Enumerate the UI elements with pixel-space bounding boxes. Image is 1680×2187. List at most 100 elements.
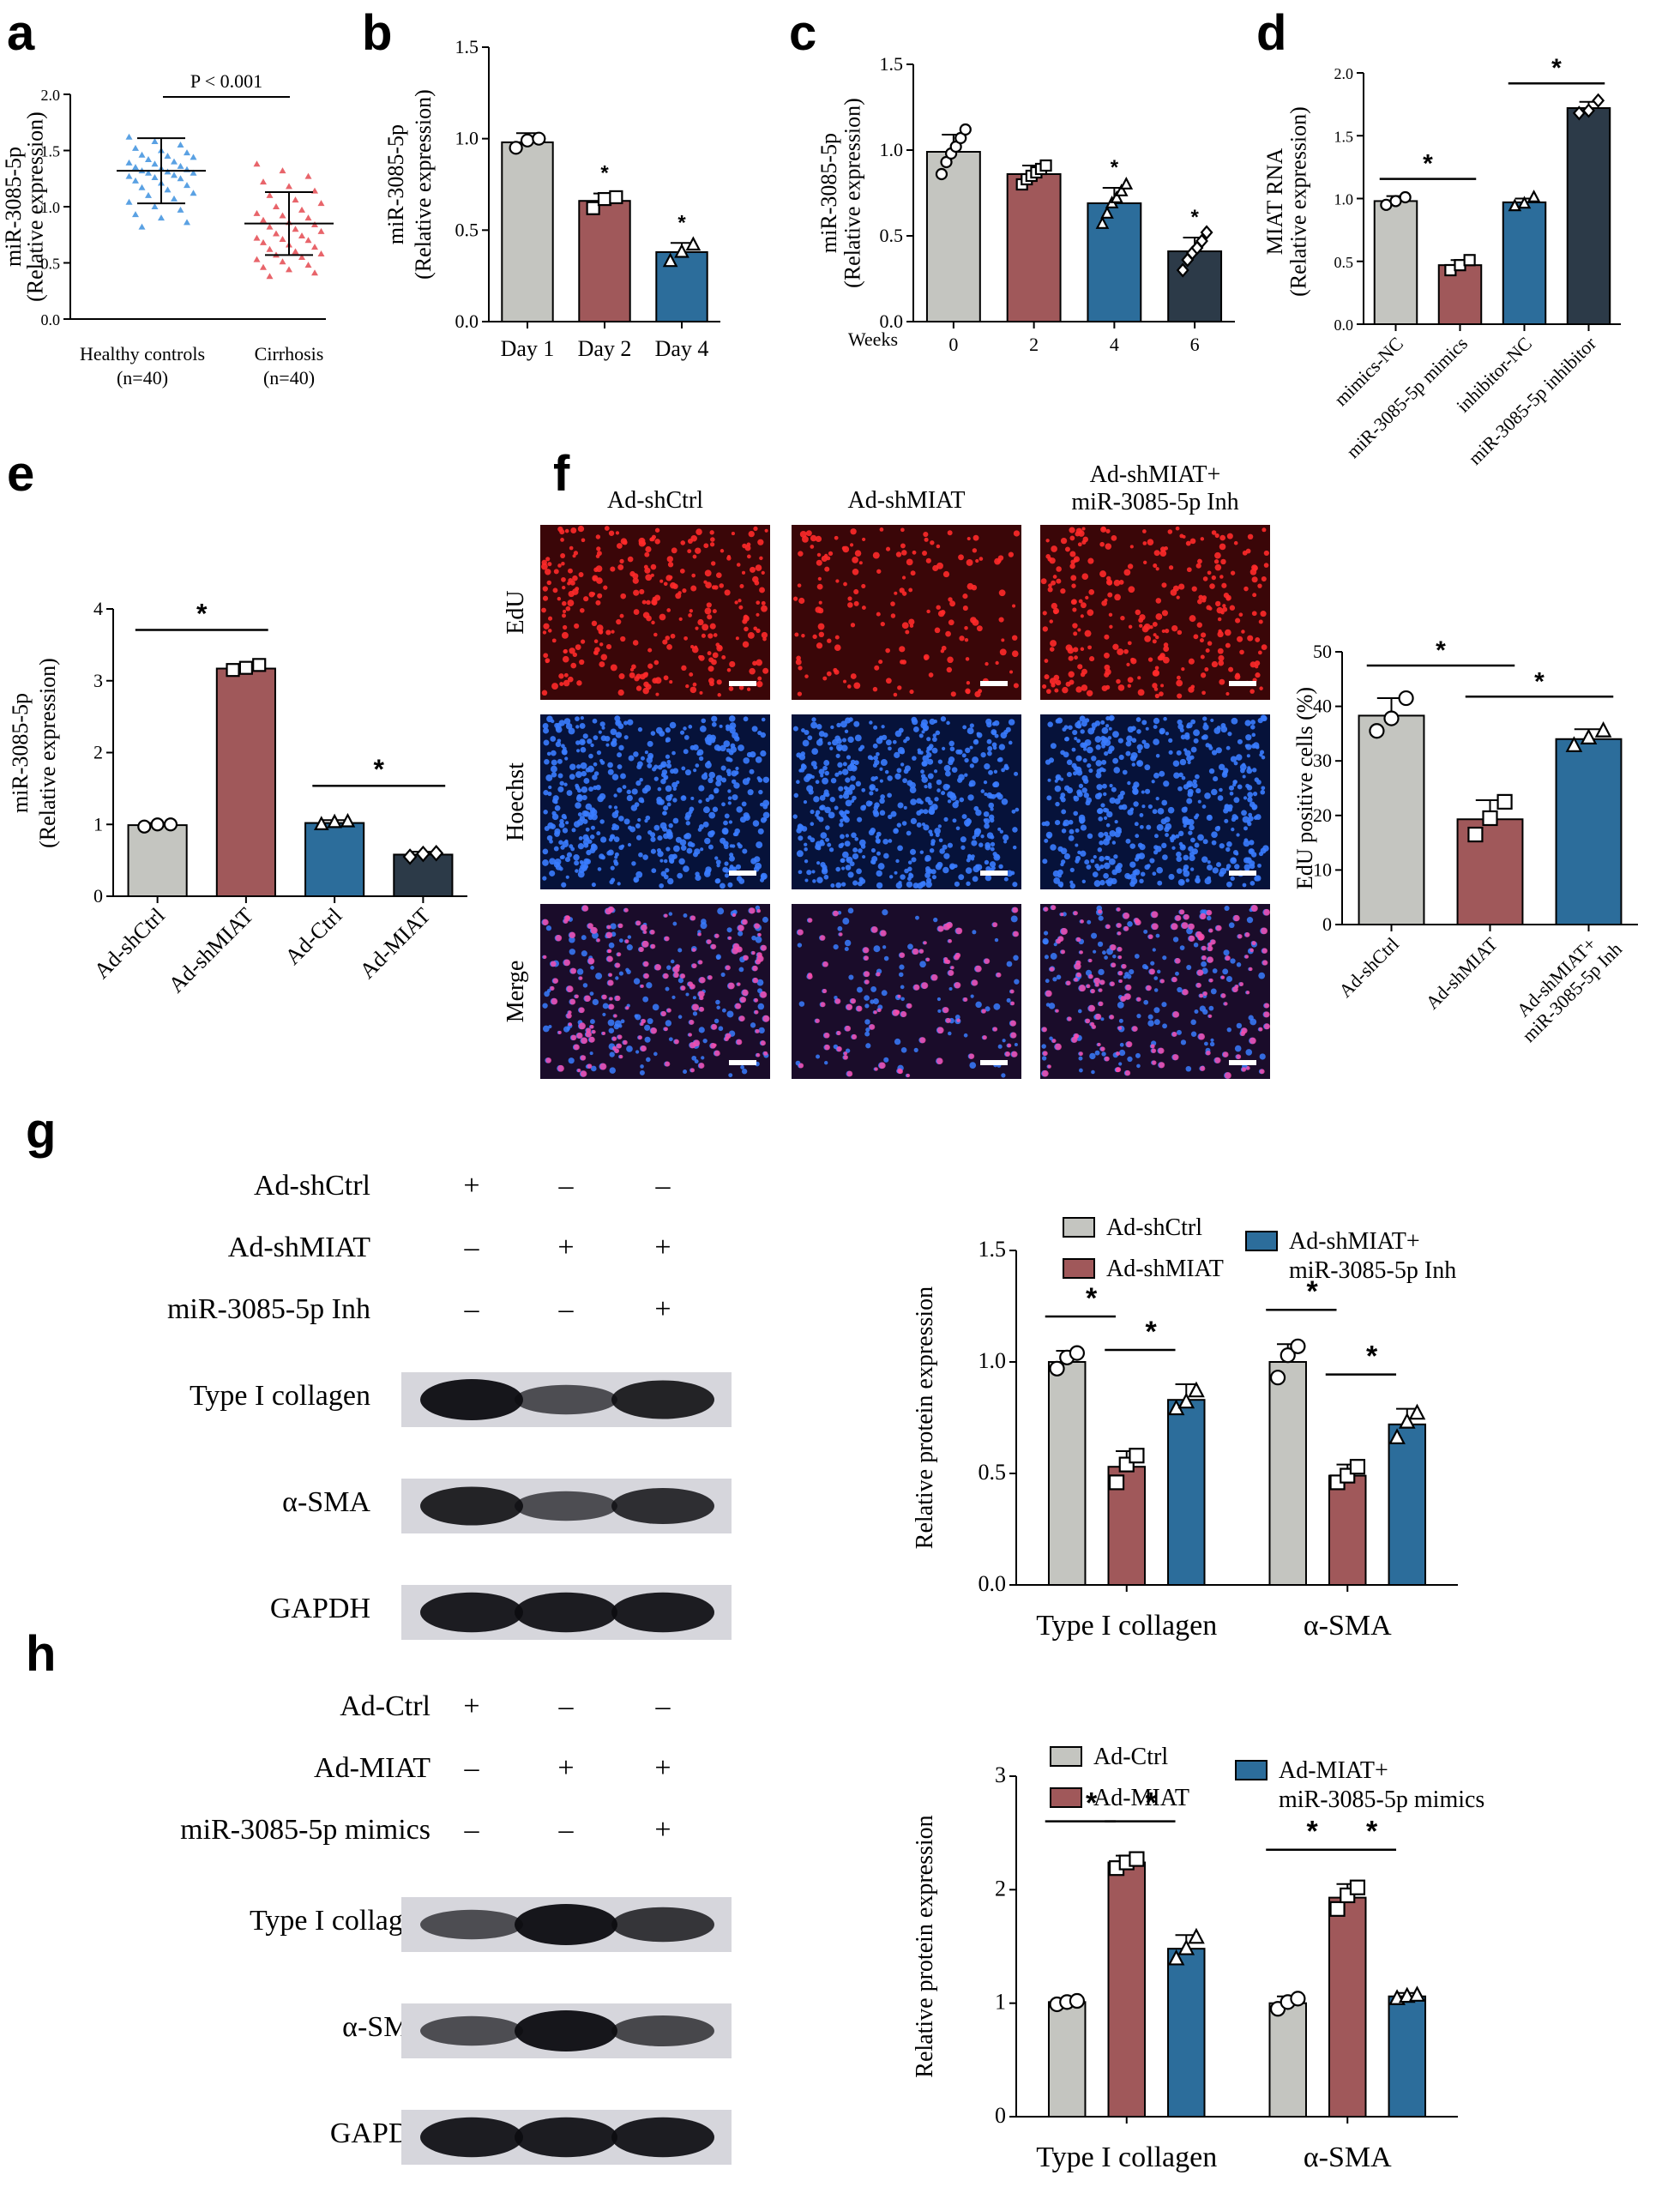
cell-nucleus	[590, 844, 598, 852]
cell-nucleus	[565, 821, 569, 825]
cell-nucleus	[708, 811, 716, 819]
y-axis-label-sub: (Relative expression)	[35, 658, 60, 848]
cell-nucleus	[675, 836, 682, 843]
cell-nucleus	[697, 618, 704, 626]
cell-nucleus	[1230, 876, 1235, 882]
cell-nucleus	[945, 1017, 951, 1023]
data-point	[226, 663, 240, 678]
cell-nucleus	[844, 939, 852, 947]
cell-nucleus	[846, 684, 852, 689]
cell-nucleus	[729, 855, 735, 862]
cell-nucleus	[1225, 975, 1233, 983]
cell-nucleus	[845, 834, 850, 838]
cell-nucleus	[815, 535, 822, 543]
cell-nucleus	[912, 718, 918, 726]
data-point	[279, 235, 286, 242]
cell-nucleus	[856, 868, 862, 875]
cell-nucleus	[607, 1019, 615, 1027]
cell-nucleus	[542, 919, 549, 925]
cell-nucleus	[558, 840, 563, 845]
cell-nucleus	[1056, 566, 1062, 572]
cell-nucleus	[1117, 738, 1123, 744]
cell-nucleus	[1006, 961, 1013, 967]
cell-nucleus	[1075, 828, 1080, 833]
cell-nucleus	[1099, 855, 1105, 862]
cell-nucleus	[741, 801, 747, 807]
cell-nucleus	[1076, 972, 1081, 978]
cell-nucleus	[924, 655, 929, 660]
cell-nucleus	[627, 719, 634, 726]
cell-nucleus	[1215, 747, 1222, 754]
cell-nucleus	[1220, 558, 1226, 565]
cell-nucleus	[1006, 870, 1013, 877]
cell-nucleus	[736, 1039, 743, 1045]
cell-nucleus	[589, 991, 594, 996]
cell-nucleus	[727, 801, 732, 805]
cell-nucleus	[607, 768, 614, 775]
bar	[1006, 173, 1062, 322]
cell-nucleus	[1211, 831, 1218, 838]
cell-nucleus	[1252, 593, 1257, 598]
cell-nucleus	[677, 1015, 683, 1019]
cell-nucleus	[626, 1045, 633, 1052]
cell-nucleus	[993, 780, 1000, 788]
cell-nucleus	[1106, 580, 1112, 586]
cell-nucleus	[541, 690, 548, 696]
cell-nucleus	[1099, 864, 1105, 870]
cell-nucleus	[1139, 843, 1146, 851]
cell-nucleus	[936, 544, 941, 549]
cell-nucleus	[942, 746, 946, 750]
cell-nucleus	[1194, 1009, 1199, 1014]
cell-nucleus	[1255, 672, 1261, 678]
cell-nucleus	[1117, 1026, 1123, 1030]
cell-nucleus	[843, 1055, 848, 1060]
cell-nucleus	[1072, 607, 1077, 612]
cell-nucleus	[761, 944, 768, 951]
cell-nucleus	[874, 665, 880, 671]
data-point	[1195, 233, 1208, 249]
significance-star: *	[1551, 54, 1562, 82]
cell-nucleus	[883, 1057, 889, 1063]
data-point	[1526, 190, 1541, 202]
cell-nucleus	[925, 881, 932, 889]
cell-nucleus	[609, 1067, 616, 1074]
cell-nucleus	[638, 1035, 643, 1040]
cell-nucleus	[755, 756, 762, 763]
cell-nucleus	[600, 855, 605, 860]
cell-nucleus	[628, 825, 633, 830]
data-point	[1167, 1949, 1185, 1966]
cell-nucleus	[1186, 722, 1193, 729]
cell-nucleus	[581, 810, 588, 817]
cell-nucleus	[1041, 1044, 1046, 1049]
cell-nucleus	[1208, 928, 1213, 933]
cell-nucleus	[1045, 990, 1052, 997]
y-tick-label: 0.0	[41, 311, 61, 328]
cell-nucleus	[1109, 829, 1117, 837]
cell-nucleus	[668, 575, 673, 580]
cell-nucleus	[810, 721, 818, 729]
cell-nucleus	[836, 722, 841, 728]
cell-nucleus	[1172, 760, 1180, 768]
cell-nucleus	[1156, 823, 1164, 831]
cell-nucleus	[1225, 745, 1231, 750]
cell-nucleus	[842, 918, 850, 925]
cell-nucleus	[986, 792, 993, 798]
cell-nucleus	[1167, 529, 1173, 534]
cell-nucleus	[663, 874, 669, 880]
cell-nucleus	[797, 691, 803, 696]
cell-nucleus	[1243, 796, 1248, 800]
protein-band	[420, 2015, 523, 2046]
cell-nucleus	[948, 986, 953, 991]
cell-nucleus	[1065, 681, 1071, 687]
cell-nucleus	[750, 751, 756, 758]
cell-nucleus	[1095, 744, 1101, 750]
cell-nucleus	[1185, 878, 1189, 883]
significance-star: *	[1190, 206, 1199, 229]
cell-nucleus	[1055, 775, 1061, 781]
cell-nucleus	[1235, 852, 1239, 856]
protein-band	[420, 1379, 523, 1420]
cell-nucleus	[723, 820, 728, 826]
cell-nucleus	[1131, 738, 1137, 744]
cell-nucleus	[966, 689, 971, 695]
cell-nucleus	[1015, 807, 1020, 812]
